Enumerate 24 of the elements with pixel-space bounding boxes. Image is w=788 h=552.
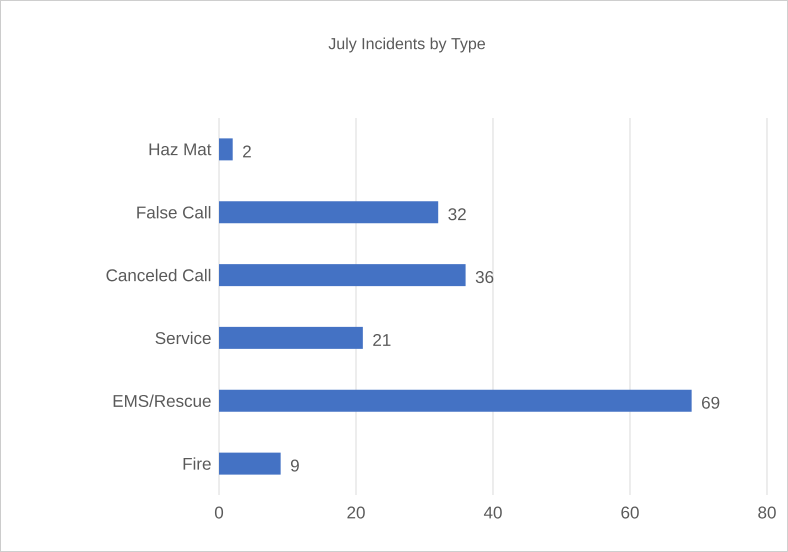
- bar: [219, 264, 466, 286]
- data-label: 2: [243, 145, 251, 158]
- chart-title: July Incidents by Type: [328, 38, 485, 52]
- y-tick-label: Haz Mat: [150, 143, 212, 156]
- y-tick-label: Fire: [184, 457, 211, 470]
- y-tick-label: Service: [156, 332, 211, 344]
- y-tick-label: EMS/Rescue: [114, 394, 211, 407]
- bar: [219, 390, 692, 412]
- data-label: 21: [373, 334, 390, 346]
- x-tick-label: 20: [347, 506, 365, 519]
- x-tick-label: 60: [621, 506, 639, 519]
- data-label: 32: [448, 208, 466, 220]
- x-tick-label: 80: [758, 506, 776, 519]
- x-tick-label: 0: [214, 506, 224, 519]
- y-tick-label: Canceled Call: [106, 268, 210, 282]
- x-tick-label: 40: [484, 506, 502, 519]
- bar: [219, 201, 438, 224]
- bar: [219, 326, 363, 349]
- bar: [219, 452, 281, 475]
- y-tick-label: False Call: [137, 206, 210, 218]
- data-label: 36: [476, 271, 494, 284]
- data-label: 69: [702, 396, 720, 409]
- data-label: 9: [290, 460, 299, 472]
- bar: [219, 138, 233, 160]
